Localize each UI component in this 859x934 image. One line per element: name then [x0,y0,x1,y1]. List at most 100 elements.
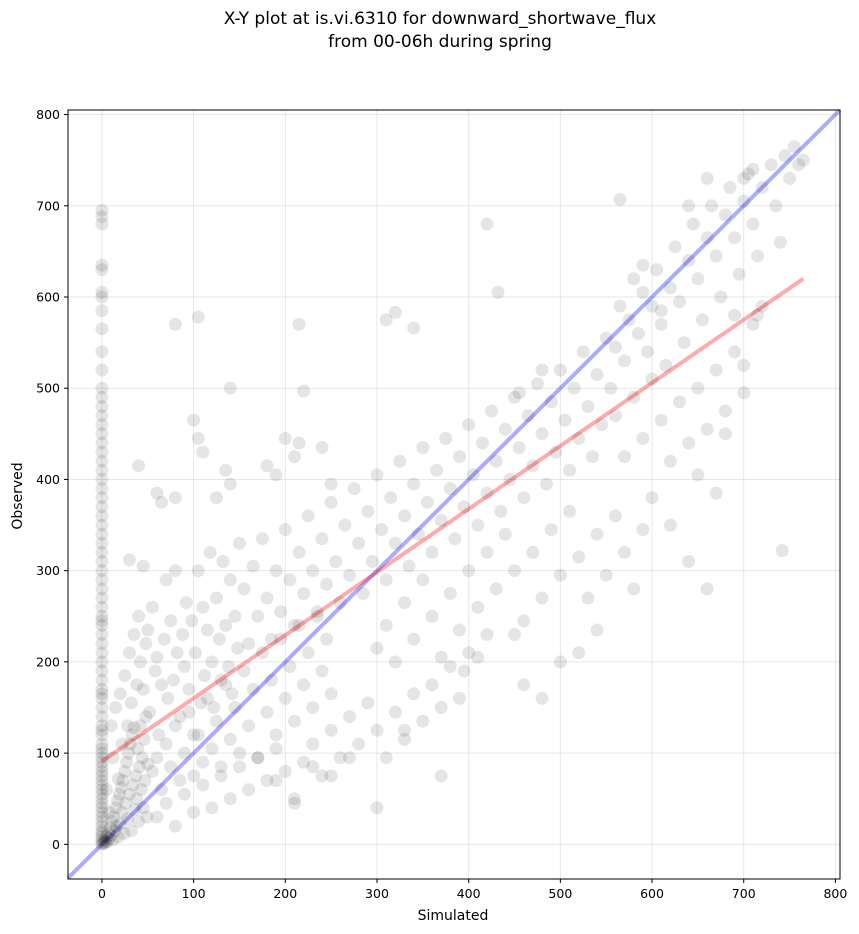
data-point [283,660,297,673]
data-point [95,746,109,760]
plot-frame [67,109,841,880]
data-point [251,751,265,765]
data-point [462,564,476,578]
data-point [755,181,769,194]
x-tick-label: 600 [640,886,664,901]
data-point [663,454,677,468]
data-point [618,450,631,464]
data-point [118,764,132,778]
data-point [166,673,180,687]
data-point [347,482,361,496]
data-point [641,345,654,359]
data-point [136,682,150,696]
data-point [95,381,109,395]
data-point [95,427,109,441]
data-point [636,523,650,537]
data-point [113,817,127,831]
data-point [604,381,618,395]
y-tick-label: 400 [36,472,60,487]
data-point [95,805,109,819]
data-point [152,728,166,742]
data-point [205,655,219,669]
data-point [222,660,235,673]
data-point [95,217,109,231]
data-point [608,509,622,523]
data-point [737,194,751,208]
data-point [102,805,116,819]
data-point [269,774,283,787]
data-point [521,409,535,423]
data-point [122,646,136,660]
data-point [168,819,182,833]
data-point [453,450,466,464]
data-point [508,390,521,404]
data-point [203,545,217,559]
data-point [95,751,109,765]
data-point [214,769,228,783]
data-point [95,701,109,714]
data-point [751,308,764,322]
data-point [370,468,384,482]
data-point [95,409,109,423]
data-point [95,509,109,523]
y-tick-label: 700 [36,198,60,213]
data-point [737,358,751,372]
data-point [110,819,124,833]
data-point [205,742,219,756]
data-point [489,582,503,596]
data-point [134,783,148,797]
data-point [773,235,787,249]
data-point [599,568,613,582]
data-point [329,555,343,568]
data-point [352,536,366,550]
data-point [132,815,146,828]
data-point [260,705,274,719]
data-point [343,751,356,765]
data-point [161,691,175,705]
data-point [737,386,751,400]
data-point [278,523,292,537]
data-point [292,317,306,331]
data-point [135,751,149,765]
data-point [379,573,393,587]
data-point [324,723,338,737]
data-point [434,650,448,664]
data-point [696,313,709,327]
data-point [407,687,421,701]
data-point [480,217,494,231]
data-point [95,591,109,605]
data-point [416,573,430,587]
data-point [274,632,288,646]
data-point [668,240,682,254]
x-axis-label: Simulated [418,908,489,924]
data-point [200,623,214,637]
data-point [654,413,668,427]
grid-lines [68,110,840,879]
data-point [95,390,109,404]
data-point [526,459,540,473]
data-point [117,826,131,840]
data-point [95,826,109,840]
data-point [95,345,109,359]
data-point [471,600,485,614]
data-point [471,650,485,664]
data-point [576,345,590,359]
data-point [196,778,210,792]
data-point [119,796,133,810]
data-point [645,299,659,313]
data-point [95,764,109,778]
data-point [288,796,301,810]
data-point [260,459,274,473]
data-point [133,655,147,669]
data-point [95,285,109,299]
data-point [709,486,723,500]
data-point [132,609,146,623]
data-point [95,783,109,797]
data-point [288,618,301,632]
data-point [650,263,664,277]
data-point [95,564,109,578]
data-point [398,732,411,746]
data-point [187,728,201,742]
data-point [113,687,127,701]
